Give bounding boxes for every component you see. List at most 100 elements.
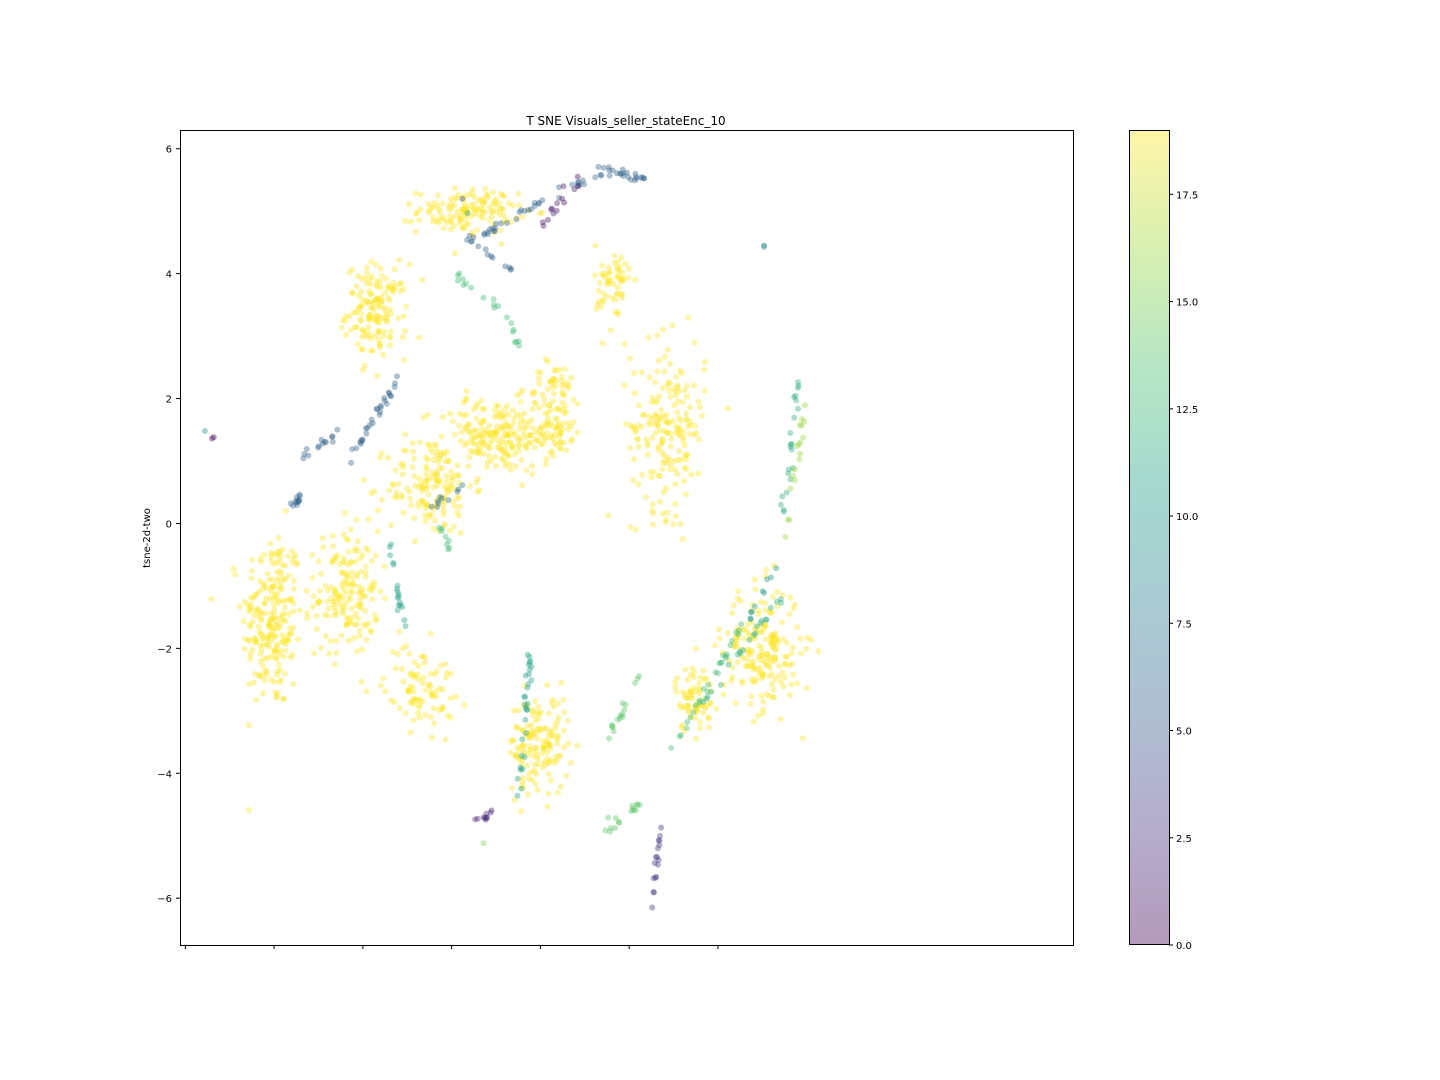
data-point xyxy=(511,429,518,436)
data-point xyxy=(564,717,571,724)
data-point xyxy=(667,443,674,450)
data-point xyxy=(275,534,282,541)
data-point xyxy=(648,398,655,405)
data-point xyxy=(757,620,764,627)
data-point xyxy=(390,561,397,568)
data-point xyxy=(771,657,778,664)
data-point xyxy=(466,421,473,428)
data-point xyxy=(803,645,810,652)
data-point xyxy=(419,484,426,491)
data-point xyxy=(510,737,517,744)
data-point xyxy=(700,698,707,705)
data-point xyxy=(437,209,443,216)
data-point xyxy=(755,623,761,630)
data-point xyxy=(489,254,496,261)
data-point xyxy=(552,721,559,728)
data-point xyxy=(627,444,634,451)
data-point xyxy=(523,445,530,452)
data-point xyxy=(651,421,658,427)
data-point xyxy=(347,313,353,320)
data-point xyxy=(764,662,771,669)
data-point xyxy=(403,643,410,650)
data-point xyxy=(526,666,533,673)
data-point xyxy=(694,705,700,712)
data-point xyxy=(256,628,263,635)
data-point xyxy=(529,732,536,739)
data-point xyxy=(266,644,272,650)
data-point xyxy=(621,382,628,389)
data-point xyxy=(542,410,549,417)
data-point xyxy=(749,662,756,669)
data-point xyxy=(247,623,254,630)
data-point xyxy=(684,451,691,458)
data-point xyxy=(309,552,316,558)
data-point xyxy=(436,524,443,531)
data-point xyxy=(475,243,482,250)
data-point xyxy=(787,441,794,448)
data-point xyxy=(749,608,756,615)
data-point xyxy=(544,386,551,393)
data-point xyxy=(672,513,679,520)
data-point xyxy=(623,421,629,427)
data-point xyxy=(518,416,525,423)
data-point xyxy=(260,690,267,697)
data-point xyxy=(262,610,269,617)
data-point xyxy=(523,730,529,736)
data-point xyxy=(274,690,281,697)
data-point xyxy=(606,172,613,179)
data-point xyxy=(555,700,562,707)
data-point xyxy=(290,502,296,509)
data-point xyxy=(341,604,348,611)
data-point xyxy=(526,775,532,782)
data-point xyxy=(524,791,531,798)
data-point xyxy=(249,568,256,575)
data-point xyxy=(563,409,570,415)
data-point xyxy=(431,671,438,678)
data-point xyxy=(433,668,440,675)
data-point xyxy=(539,423,545,430)
data-point xyxy=(450,523,457,530)
data-point xyxy=(371,488,378,495)
data-point xyxy=(490,296,497,303)
data-point xyxy=(620,173,627,179)
data-point xyxy=(359,585,366,592)
data-point xyxy=(270,625,277,632)
data-point xyxy=(464,208,471,215)
data-point xyxy=(416,499,423,506)
data-point xyxy=(740,655,747,662)
data-point xyxy=(639,471,646,478)
data-point xyxy=(687,714,694,721)
data-point xyxy=(644,451,651,458)
data-point xyxy=(313,613,320,619)
data-point xyxy=(762,659,769,666)
data-point xyxy=(655,473,662,480)
data-point xyxy=(358,678,365,685)
data-point xyxy=(431,199,438,206)
data-point xyxy=(652,399,659,406)
data-point xyxy=(545,732,552,738)
data-point xyxy=(769,671,775,678)
data-point xyxy=(407,495,413,502)
data-point xyxy=(761,242,768,249)
data-point xyxy=(628,422,634,429)
data-point xyxy=(362,425,369,432)
data-point xyxy=(423,454,429,461)
data-point xyxy=(425,503,432,510)
data-point xyxy=(437,453,444,459)
data-point xyxy=(433,472,440,479)
data-point xyxy=(441,522,448,529)
data-point xyxy=(432,441,439,448)
data-point xyxy=(442,736,449,743)
data-point xyxy=(719,649,726,656)
data-point xyxy=(656,357,662,364)
data-point xyxy=(385,282,392,289)
data-point xyxy=(448,196,454,202)
data-point xyxy=(546,758,553,765)
data-point xyxy=(687,422,694,429)
data-point xyxy=(733,643,740,650)
data-point xyxy=(701,388,708,394)
data-point xyxy=(514,436,521,443)
data-point xyxy=(753,623,760,630)
data-point xyxy=(386,390,393,397)
data-point xyxy=(705,715,712,722)
